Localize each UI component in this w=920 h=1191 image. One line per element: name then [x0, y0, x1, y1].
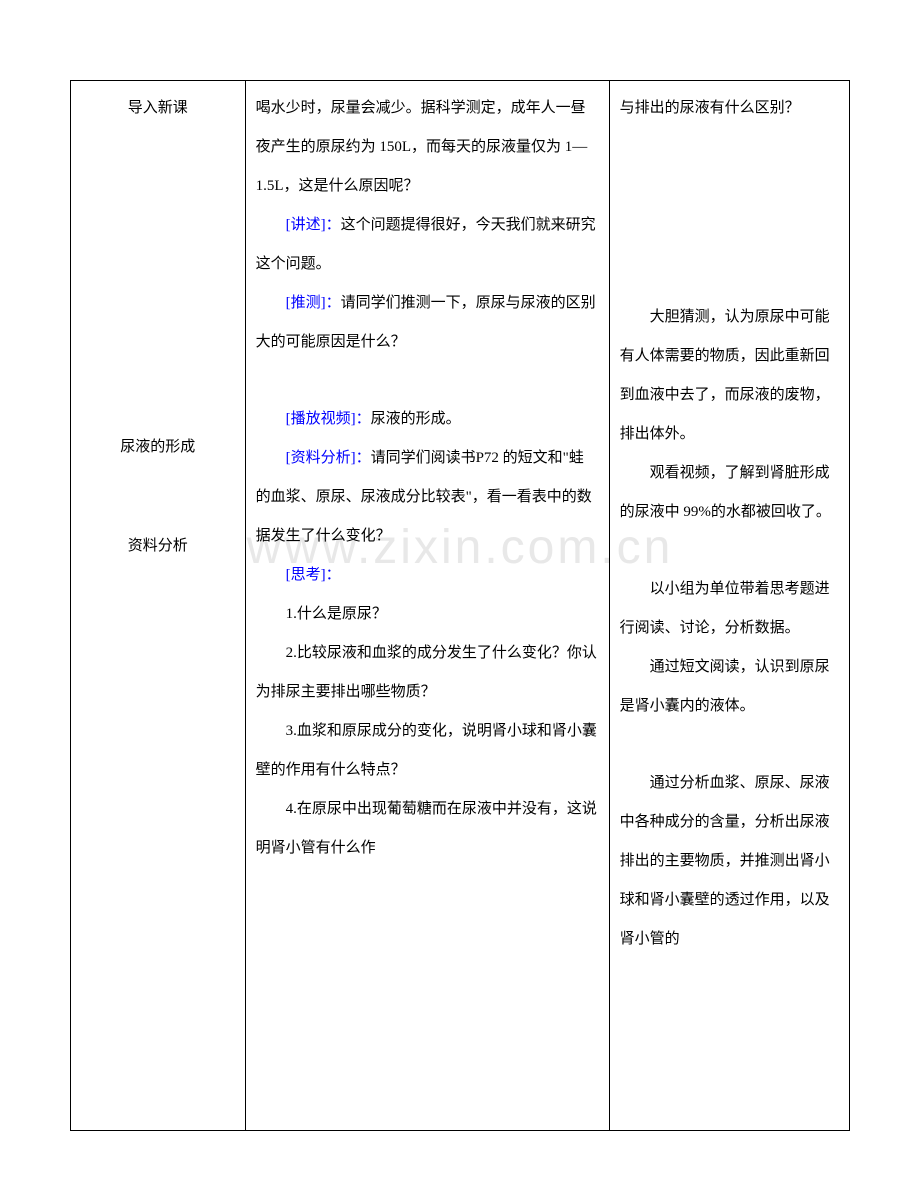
video-text: 尿液的形成。 — [371, 411, 461, 427]
speculation-label: [推测]： — [286, 295, 341, 311]
intro-paragraph: 喝水少时，尿量会减少。据科学测定，成年人一昼夜产生的原尿约为 150L，而每天的… — [256, 89, 599, 206]
section-urine-formation: 尿液的形成 — [81, 428, 235, 467]
student-activity-3: 观看视频，了解到肾脏形成的尿液中 99%的水都被回收了。 — [620, 454, 839, 532]
student-activity-2: 大胆猜测，认为原尿中可能有人体需要的物质，因此重新回到血液中去了，而尿液的废物，… — [620, 298, 839, 454]
question-2: 2.比较尿液和血浆的成分发生了什么变化？你认为排尿主要排出哪些物质？ — [256, 634, 599, 712]
lecture-label: [讲述]： — [286, 217, 341, 233]
student-activity-5: 通过短文阅读，认识到原尿是肾小囊内的液体。 — [620, 648, 839, 726]
column-2: 喝水少时，尿量会减少。据科学测定，成年人一昼夜产生的原尿约为 150L，而每天的… — [246, 81, 610, 1130]
analysis-label: [资料分析]： — [286, 450, 371, 466]
thinking-paragraph: [思考]： — [256, 556, 599, 595]
column-3: 与排出的尿液有什么区别？ 大胆猜测，认为原尿中可能有人体需要的物质，因此重新回到… — [610, 81, 849, 1130]
student-activity-6: 通过分析血浆、原尿、尿液中各种成分的含量，分析出尿液排出的主要物质，并推测出肾小… — [620, 764, 839, 959]
video-label: [播放视频]： — [286, 411, 371, 427]
lesson-table: 导入新课 尿液的形成 资料分析 喝水少时，尿量会减少。据科学测定，成年人一昼夜产… — [70, 80, 850, 1131]
section-material-analysis: 资料分析 — [81, 527, 235, 566]
column-1: 导入新课 尿液的形成 资料分析 — [71, 81, 246, 1130]
lecture-paragraph: [讲述]：这个问题提得很好，今天我们就来研究这个问题。 — [256, 206, 599, 284]
video-paragraph: [播放视频]：尿液的形成。 — [256, 400, 599, 439]
question-4: 4.在原尿中出现葡萄糖而在尿液中并没有，这说明肾小管有什么作 — [256, 790, 599, 868]
student-activity-4: 以小组为单位带着思考题进行阅读、讨论，分析数据。 — [620, 570, 839, 648]
student-activity-1: 与排出的尿液有什么区别？ — [620, 89, 839, 128]
thinking-label: [思考]： — [286, 567, 341, 583]
analysis-paragraph: [资料分析]：请同学们阅读书P72 的短文和"蛙的血浆、原尿、尿液成分比较表"，… — [256, 439, 599, 556]
section-intro: 导入新课 — [81, 89, 235, 128]
question-3: 3.血浆和原尿成分的变化，说明肾小球和肾小囊壁的作用有什么特点？ — [256, 712, 599, 790]
question-1: 1.什么是原尿？ — [256, 595, 599, 634]
speculation-paragraph: [推测]：请同学们推测一下，原尿与尿液的区别大的可能原因是什么？ — [256, 284, 599, 362]
